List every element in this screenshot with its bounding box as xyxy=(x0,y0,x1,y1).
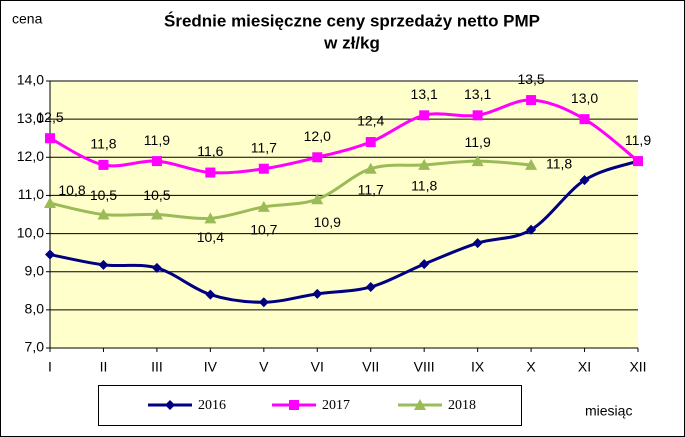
marker xyxy=(45,133,55,144)
marker xyxy=(257,200,270,212)
data-label: 11,8 xyxy=(546,156,572,172)
marker xyxy=(44,197,56,209)
marker xyxy=(150,208,163,220)
marker xyxy=(471,155,484,167)
marker xyxy=(472,238,483,249)
chart-subtitle: w zł/kg xyxy=(323,33,380,52)
data-label: 12,0 xyxy=(304,128,331,144)
marker xyxy=(526,224,537,235)
marker xyxy=(633,156,643,167)
y-tick-label: 9,0 xyxy=(25,262,45,278)
y-axis-label: cena xyxy=(12,11,43,27)
data-label: 12,4 xyxy=(357,113,384,129)
data-label: 10,7 xyxy=(250,222,277,238)
data-label: 10,8 xyxy=(58,182,85,198)
x-tick-label: VII xyxy=(362,359,379,375)
data-label: 10,4 xyxy=(197,229,224,245)
marker xyxy=(45,249,55,260)
y-tick-label: 14,0 xyxy=(17,72,44,88)
marker xyxy=(365,281,376,292)
data-label: 10,5 xyxy=(143,187,170,203)
marker xyxy=(151,262,162,273)
x-tick-label: I xyxy=(48,359,52,375)
x-tick-label: V xyxy=(259,359,269,375)
marker xyxy=(312,288,323,299)
marker xyxy=(151,156,162,167)
chart-title: Średnie miesięczne ceny sprzedaży netto … xyxy=(164,11,540,30)
x-tick-label: III xyxy=(151,359,163,375)
data-label: 12,5 xyxy=(36,109,63,125)
legend-label: 2017 xyxy=(322,398,350,413)
marker xyxy=(258,297,269,308)
x-tick-label: VIII xyxy=(414,359,435,375)
data-label: 11,7 xyxy=(358,181,384,197)
series-line xyxy=(49,159,532,221)
marker xyxy=(526,95,537,106)
marker xyxy=(204,212,217,224)
data-label: 11,8 xyxy=(90,136,116,152)
marker xyxy=(165,400,175,410)
data-label: 11,9 xyxy=(625,132,651,148)
marker xyxy=(365,137,376,148)
marker xyxy=(418,158,431,170)
marker xyxy=(312,152,323,163)
marker xyxy=(419,259,430,270)
legend-label: 2016 xyxy=(198,398,226,413)
marker xyxy=(311,193,324,205)
marker xyxy=(205,167,216,178)
marker xyxy=(364,162,377,174)
y-tick-label: 8,0 xyxy=(25,301,45,317)
data-label: 11,7 xyxy=(251,139,277,155)
y-tick-label: 11,0 xyxy=(18,186,44,202)
data-label: 11,9 xyxy=(465,134,491,150)
x-tick-label: X xyxy=(526,359,536,375)
data-label: 10,9 xyxy=(314,214,341,230)
marker xyxy=(97,208,110,220)
data-label: 11,8 xyxy=(411,178,437,194)
data-label: 13,1 xyxy=(464,86,491,102)
marker xyxy=(414,399,426,410)
data-label: 11,9 xyxy=(144,132,170,148)
marker xyxy=(205,289,216,300)
legend-label: 2018 xyxy=(448,398,476,413)
x-tick-label: VI xyxy=(311,359,324,375)
data-label: 13,1 xyxy=(411,86,438,102)
x-tick-label: IX xyxy=(471,359,485,375)
data-label: 13,0 xyxy=(571,90,598,106)
marker xyxy=(258,163,269,174)
x-tick-label: II xyxy=(100,359,108,375)
data-label: 10,5 xyxy=(90,187,117,203)
data-label: 13,5 xyxy=(517,71,544,87)
marker xyxy=(579,175,590,186)
y-tick-label: 12,0 xyxy=(17,148,44,164)
marker xyxy=(472,110,483,121)
marker xyxy=(419,110,430,121)
y-tick-label: 13,0 xyxy=(17,110,44,126)
marker xyxy=(579,114,590,125)
x-axis-label: miesiąc xyxy=(585,403,632,419)
x-tick-label: XII xyxy=(629,359,646,375)
y-tick-label: 7,0 xyxy=(25,339,45,355)
data-label: 11,6 xyxy=(197,143,223,159)
y-tick-label: 10,0 xyxy=(17,224,44,240)
marker xyxy=(98,159,109,170)
marker xyxy=(525,158,538,170)
x-tick-label: IV xyxy=(204,359,218,375)
x-tick-label: XI xyxy=(578,359,591,375)
marker xyxy=(98,259,109,270)
marker xyxy=(289,400,299,410)
